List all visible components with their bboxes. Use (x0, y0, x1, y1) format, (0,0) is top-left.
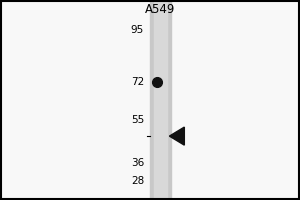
Bar (150, 1, 171, 199)
Bar (154, 1, 167, 199)
Polygon shape (169, 127, 184, 145)
Text: 55: 55 (131, 115, 144, 125)
Text: 28: 28 (131, 176, 144, 186)
Text: 36: 36 (131, 158, 144, 168)
Text: 95: 95 (131, 25, 144, 35)
Text: 72: 72 (131, 77, 144, 87)
Text: A549: A549 (145, 3, 175, 16)
